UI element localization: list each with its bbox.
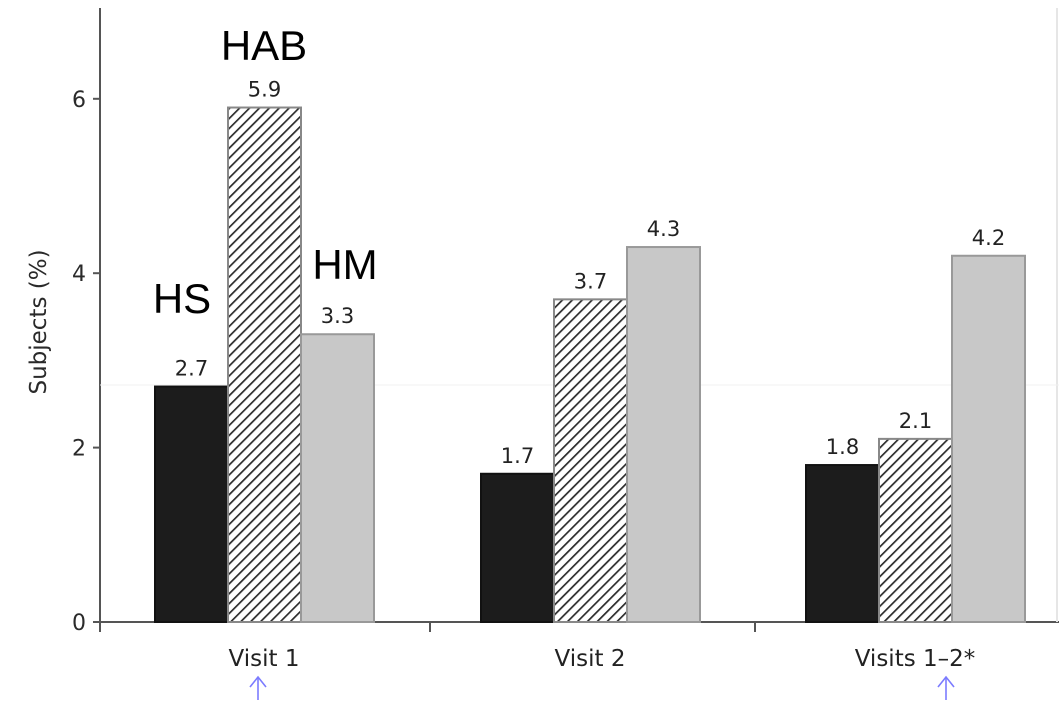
- x-axis-ticks: Visit 1 Visit 2 Visits 1–2*: [99, 622, 976, 672]
- y-axis-ticks: 0 2 4 6: [72, 88, 100, 636]
- bars: [154, 106, 1026, 624]
- series-label-hs: HS: [153, 275, 211, 322]
- data-label: 2.7: [175, 357, 208, 381]
- bar-hs: [480, 472, 555, 624]
- bar-hm: [951, 254, 1026, 623]
- series-label-hab: HAB: [221, 22, 307, 69]
- bar-hm: [300, 333, 375, 623]
- x-category-label: Visit 2: [555, 646, 626, 672]
- data-label: 2.1: [899, 409, 932, 433]
- y-tick-label: 0: [72, 611, 86, 636]
- y-tick-label: 4: [72, 262, 86, 287]
- x-category-label: Visits 1–2*: [855, 646, 976, 672]
- data-label: 5.9: [248, 78, 281, 102]
- data-label: 1.7: [501, 444, 534, 468]
- data-labels: 2.7 1.7 1.8 5.9 3.7 2.1 3.3 4.3 4.2: [175, 78, 1005, 468]
- x-category-label: Visit 1: [229, 646, 300, 672]
- series-label-hm: HM: [312, 241, 377, 288]
- bar-hm: [626, 246, 701, 623]
- bar-hs: [805, 464, 880, 624]
- data-label: 4.2: [972, 226, 1005, 250]
- annotations: [249, 675, 955, 700]
- arrow-head-icon: [249, 675, 267, 688]
- arrow-head-icon: [937, 675, 955, 688]
- bar-hab: [227, 106, 302, 623]
- y-axis-title: Subjects (%): [26, 249, 52, 394]
- bar-hab: [878, 437, 953, 623]
- data-label: 3.3: [321, 304, 354, 328]
- data-label: 4.3: [647, 217, 680, 241]
- data-label: 1.8: [826, 435, 859, 459]
- bar-hab: [553, 298, 628, 623]
- series-labels: HS HAB HM: [153, 22, 378, 322]
- data-label: 3.7: [574, 269, 607, 293]
- bar-hs: [154, 385, 229, 623]
- y-tick-label: 6: [72, 88, 86, 113]
- y-tick-label: 2: [72, 437, 86, 462]
